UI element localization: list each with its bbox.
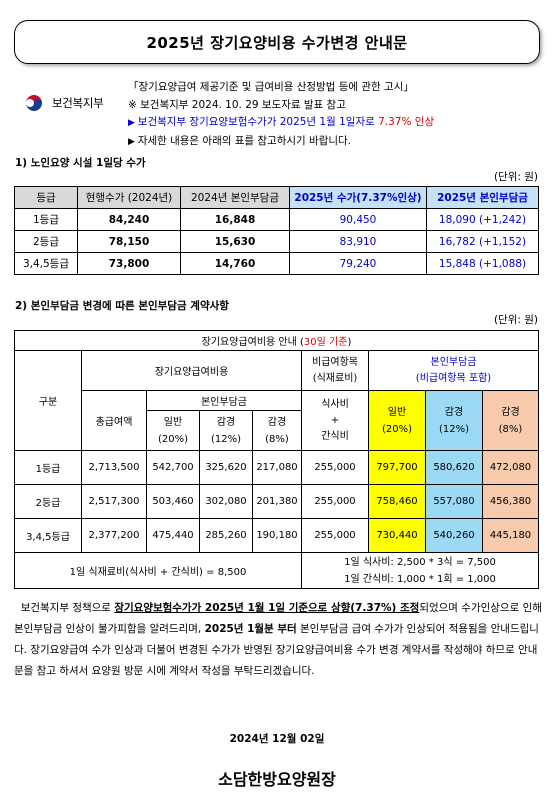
- document-date: 2024년 12월 02일: [229, 733, 325, 745]
- notice-line-4: ▶ 자세한 내용은 아래의 표를 참고하시기 바랍니다.: [128, 134, 352, 147]
- header-reduce12: 감경 (12%): [199, 410, 253, 451]
- cell: 255,000: [301, 450, 369, 485]
- section1-unit: (단위: 원): [493, 171, 538, 183]
- cell: 217,080: [252, 450, 302, 485]
- header-reduce8: 감경 (8%): [252, 410, 302, 451]
- arrow-right-icon: ▶: [128, 136, 138, 147]
- footer-right-line-2: 1일 간식비: 1,000 * 1회 = 1,000: [344, 573, 496, 585]
- daily-rate-table: 등급 현행수가 (2024년) 2024년 본인부담금 2025년 수가(7.3…: [14, 186, 539, 275]
- table-row: 1등급 2,713,500 542,700 325,620 217,080 25…: [14, 450, 539, 485]
- footer-right: 1일 식사비: 2,500 * 3식 = 7,500 1일 간식비: 1,000…: [301, 552, 539, 589]
- footer-left: 1일 식재료비(식사비 + 간식비) = 8,500: [14, 552, 302, 589]
- cell: 472,080: [482, 450, 539, 485]
- cell: 201,380: [252, 484, 302, 519]
- contract-table: 장기요양급여비용 안내 (30일 기준) 구분 장기요양급여비용 비급여항목 (…: [14, 330, 539, 589]
- header-grade: 등급: [14, 186, 78, 209]
- cell: 83,910: [289, 230, 427, 253]
- logo-text: 보건복지부: [52, 96, 104, 110]
- cell: 16,782 (+1,152): [426, 230, 539, 253]
- cell: 2,517,300: [81, 484, 147, 519]
- header-general: 일반 (20%): [146, 410, 200, 451]
- cell: 255,000: [301, 518, 369, 553]
- cell: 190,180: [252, 518, 302, 553]
- table-row: 3,4,5등급 73,800 14,760 79,240 15,848 (+1,…: [14, 252, 539, 275]
- cell: 2등급: [14, 484, 82, 519]
- section2-unit: (단위: 원): [493, 314, 538, 326]
- header-gubun: 구분: [14, 350, 82, 451]
- cell: 580,620: [425, 450, 483, 485]
- cell: 302,080: [199, 484, 253, 519]
- cell: 3,4,5등급: [14, 252, 78, 275]
- table-row: 2등급 2,517,300 503,460 302,080 201,380 25…: [14, 484, 539, 519]
- cell: 73,800: [77, 252, 181, 275]
- notice-line-3: ▶ 보건복지부 장기요양보험수가가 2025년 1월 1일자로 7.37% 인상: [128, 116, 435, 128]
- notice-line-2: ※ 보건복지부 2024. 10. 29 보도자료 발표 참고: [128, 98, 346, 111]
- header-2024-self: 2024년 본인부담금: [180, 186, 290, 209]
- header-current: 현행수가 (2024년): [77, 186, 181, 209]
- cell: 78,150: [77, 230, 181, 253]
- cell: 540,260: [425, 518, 483, 553]
- section2-title: 2) 본인부담금 변경에 따른 본인부담금 계약사항: [15, 300, 229, 312]
- table-title: 장기요양급여비용 안내 (30일 기준): [14, 330, 539, 351]
- cell: 15,848 (+1,088): [426, 252, 539, 275]
- cell: 325,620: [199, 450, 253, 485]
- cell: 16,848: [180, 208, 290, 231]
- header-self-total: 본인부담금 (비급여항목 포함): [368, 350, 539, 391]
- cell: 3,4,5등급: [14, 518, 82, 553]
- header-general: 일반 (20%): [368, 390, 426, 451]
- cell: 503,460: [146, 484, 200, 519]
- cell: 2,377,200: [81, 518, 147, 553]
- header-nonbenefit: 비급여항목 (식재료비): [301, 350, 369, 391]
- cell: 14,760: [180, 252, 290, 275]
- cell: 84,240: [77, 208, 181, 231]
- cell: 1등급: [14, 208, 78, 231]
- cell: 475,440: [146, 518, 200, 553]
- cell: 730,440: [368, 518, 426, 553]
- table-row: 3,4,5등급 2,377,200 475,440 285,260 190,18…: [14, 518, 539, 553]
- header-2025-self: 2025년 본인부담금: [426, 186, 539, 209]
- header-reduce12: 감경 (12%): [425, 390, 483, 451]
- cell: 90,450: [289, 208, 427, 231]
- notice-block: 「장기요양급여 제공기준 및 급여비용 산정방법 등에 관한 고시」 ※ 보건복…: [128, 79, 434, 151]
- cell: 758,460: [368, 484, 426, 519]
- organization-name: 소담한방요양원장: [218, 770, 336, 789]
- taegeuk-emblem-icon: [26, 95, 42, 111]
- header-reduce8: 감경 (8%): [482, 390, 539, 451]
- header-ltc: 장기요양급여비용: [81, 350, 302, 391]
- cell: 2등급: [14, 230, 78, 253]
- cell: 542,700: [146, 450, 200, 485]
- body-paragraph: 보건복지부 정책으로 장기요양보험수가가 2025년 1월 1일 기준으로 상향…: [14, 602, 542, 677]
- section1-title: 1) 노인요양 시설 1일당 수가: [15, 157, 146, 169]
- header-2025-rate: 2025년 수가(7.37%인상): [289, 186, 427, 209]
- table-row: 1등급 84,240 16,848 90,450 18,090 (+1,242): [14, 208, 539, 231]
- header-meal: 식사비 + 간식비: [301, 390, 369, 451]
- table-row: 2등급 78,150 15,630 83,910 16,782 (+1,152): [14, 230, 539, 253]
- cell: 18,090 (+1,242): [426, 208, 539, 231]
- page-title: 2025년 장기요양비용 수가변경 안내문: [14, 20, 540, 64]
- notice-line-1: 「장기요양급여 제공기준 및 급여비용 산정방법 등에 관한 고시」: [128, 81, 414, 93]
- cell: 2,713,500: [81, 450, 147, 485]
- cell: 255,000: [301, 484, 369, 519]
- header-total: 총급여액: [81, 390, 147, 451]
- footer-right-line-1: 1일 식사비: 2,500 * 3식 = 7,500: [344, 556, 496, 568]
- cell: 456,380: [482, 484, 539, 519]
- ministry-logo: 보건복지부: [22, 91, 104, 115]
- cell: 15,630: [180, 230, 290, 253]
- arrow-right-icon: ▶: [128, 118, 138, 128]
- cell: 285,260: [199, 518, 253, 553]
- header-selfpay: 본인부담금: [146, 390, 302, 411]
- cell: 445,180: [482, 518, 539, 553]
- cell: 797,700: [368, 450, 426, 485]
- cell: 557,080: [425, 484, 483, 519]
- cell: 1등급: [14, 450, 82, 485]
- cell: 79,240: [289, 252, 427, 275]
